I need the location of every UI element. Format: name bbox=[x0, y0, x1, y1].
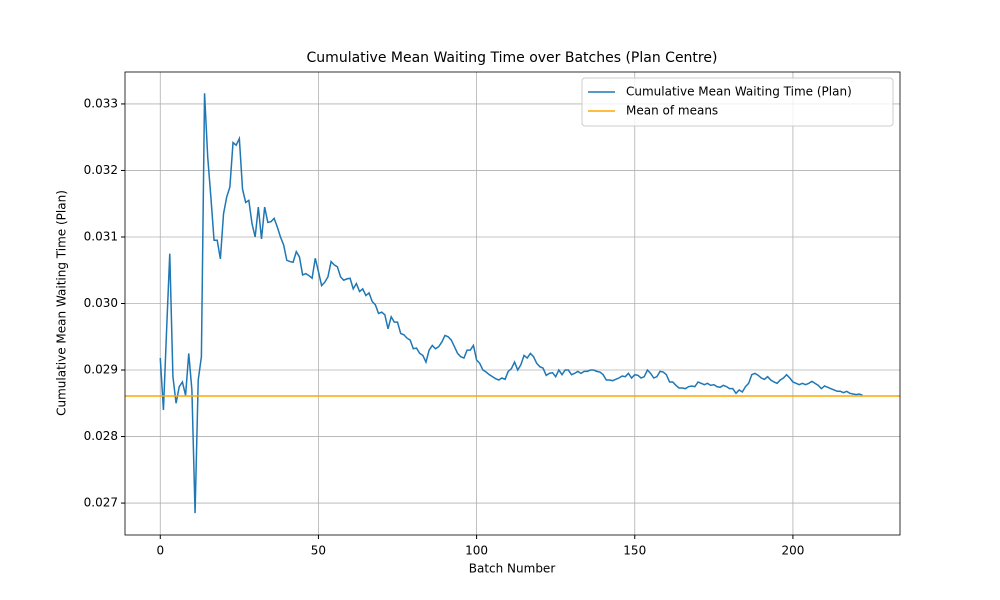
y-axis-label: Cumulative Mean Waiting Time (Plan) bbox=[55, 190, 69, 416]
x-tick-label: 100 bbox=[465, 544, 488, 558]
y-tick-label: 0.032 bbox=[84, 163, 118, 177]
y-tick-label: 0.028 bbox=[84, 429, 118, 443]
y-tick-label: 0.029 bbox=[84, 363, 118, 377]
legend-label: Mean of means bbox=[626, 104, 718, 118]
plot-frame bbox=[124, 71, 901, 536]
legend-box bbox=[581, 77, 894, 127]
x-tick-label: 150 bbox=[623, 544, 646, 558]
x-tick-label: 0 bbox=[156, 544, 164, 558]
y-tick-label: 0.030 bbox=[84, 296, 118, 310]
x-axis-label: Batch Number bbox=[469, 562, 556, 576]
data-line bbox=[159, 93, 863, 514]
x-tick-label: 200 bbox=[781, 544, 804, 558]
y-tick-label: 0.027 bbox=[84, 496, 118, 510]
y-tick-label: 0.033 bbox=[84, 96, 118, 110]
chart-title: Cumulative Mean Waiting Time over Batche… bbox=[307, 50, 718, 66]
y-tick-label: 0.031 bbox=[84, 229, 118, 243]
legend-label: Cumulative Mean Waiting Time (Plan) bbox=[626, 85, 852, 99]
x-tick-label: 50 bbox=[311, 544, 326, 558]
